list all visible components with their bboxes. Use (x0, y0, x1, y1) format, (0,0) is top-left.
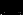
Text: 233: 233 (15, 0, 23, 8)
Text: Target position
setter: Target position setter (0, 0, 23, 15)
Text: 232: 232 (15, 0, 23, 12)
Text: 211: 211 (19, 0, 23, 1)
Text: Servo
controller: Servo controller (0, 0, 23, 15)
Bar (12, 12, 16, 14)
Bar (15, 2, 22, 5)
Text: PES: PES (0, 0, 23, 15)
Text: −: − (7, 10, 22, 15)
Text: +: + (16, 1, 23, 15)
Bar (5, 6, 22, 14)
Text: AE: AE (0, 0, 23, 12)
Text: 21: 21 (17, 0, 23, 6)
Text: VCM: VCM (0, 0, 23, 15)
Text: Head element
section: Head element section (0, 0, 23, 15)
Bar (0, 9, 4, 10)
Text: 13: 13 (10, 0, 23, 2)
Text: 235: 235 (8, 0, 23, 8)
Bar (17, 8, 21, 10)
Bar (1, 6, 5, 7)
Bar (6, 12, 9, 13)
Text: Servo
channel: Servo channel (0, 0, 23, 15)
Bar (1, 3, 5, 5)
Text: 23: 23 (22, 0, 23, 14)
Text: DACOUT: DACOUT (0, 0, 23, 15)
Text: 234: 234 (9, 0, 23, 11)
Text: Servo position
signal generator: Servo position signal generator (0, 0, 23, 15)
Text: 231: 231 (20, 0, 23, 8)
Bar (6, 9, 9, 10)
Text: 12: 12 (5, 0, 23, 1)
Text: 236: 236 (12, 0, 23, 8)
Bar (9, 3, 11, 4)
Text: Peak filter: Peak filter (0, 4, 23, 15)
Text: 15: 15 (5, 0, 23, 5)
Text: Motor driver
unit: Motor driver unit (0, 0, 23, 15)
Bar (15, 3, 19, 4)
Text: 22: 22 (4, 0, 23, 8)
